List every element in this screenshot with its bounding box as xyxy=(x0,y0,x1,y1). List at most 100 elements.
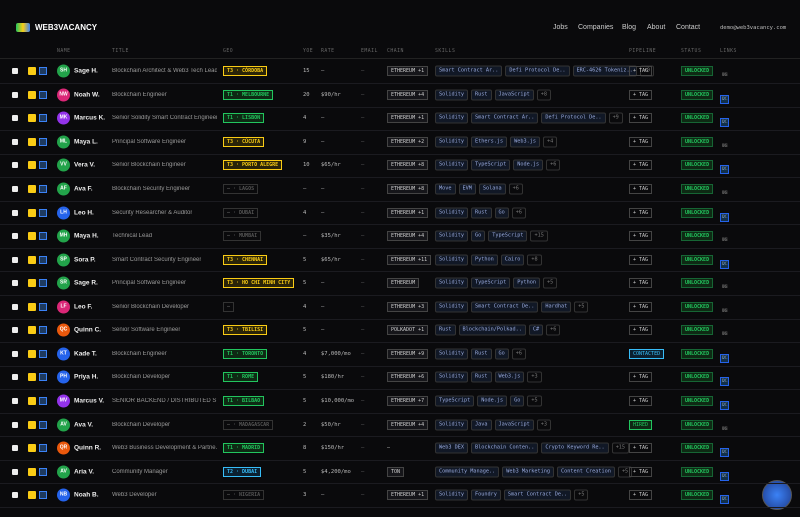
link-icon[interactable]: DC xyxy=(722,332,728,338)
link-icon[interactable]: TG xyxy=(722,191,728,196)
share-button[interactable] xyxy=(39,161,47,170)
link-icon[interactable]: DC xyxy=(720,377,730,387)
candidate-name[interactable]: Sage H. xyxy=(74,67,98,75)
pipeline-tag[interactable]: + TAG xyxy=(629,160,653,171)
share-button[interactable] xyxy=(39,302,47,311)
pipeline-tag[interactable]: + TAG xyxy=(629,278,653,289)
candidate-name[interactable]: Noah B. xyxy=(74,491,99,499)
link-icon[interactable]: IN xyxy=(722,143,728,149)
link-icon[interactable]: DC xyxy=(720,495,730,505)
star-button[interactable] xyxy=(28,302,36,311)
link-icon[interactable]: FC xyxy=(722,379,728,385)
pipeline-tag[interactable]: + TAG xyxy=(629,443,653,454)
star-button[interactable] xyxy=(28,444,36,453)
table-row[interactable]: QR Quinn R. Web3 Business Development & Pa… xyxy=(0,436,800,461)
logo[interactable]: WEB3VACANCY xyxy=(35,23,98,32)
star-button[interactable] xyxy=(28,67,36,76)
link-icon[interactable]: DC xyxy=(720,94,730,104)
link-icon[interactable]: IN xyxy=(722,426,728,432)
link-icon[interactable]: IN xyxy=(722,191,728,196)
link-icon[interactable]: GH xyxy=(722,285,728,291)
link-icon[interactable]: TG xyxy=(722,285,728,291)
pipeline-tag[interactable]: + TAG xyxy=(629,254,653,265)
nav-link[interactable]: Jobs xyxy=(553,24,568,31)
row-checkbox[interactable] xyxy=(12,468,18,475)
link-icon[interactable]: DC xyxy=(722,285,728,291)
link-icon[interactable]: DC xyxy=(720,259,730,269)
star-button[interactable] xyxy=(28,232,36,241)
link-icon[interactable]: FC xyxy=(722,120,728,126)
link-icon[interactable]: GH xyxy=(722,426,728,432)
link-icon[interactable]: DC xyxy=(722,238,728,244)
table-row[interactable]: KT Kade T. Blockchain Engineer T1 · TORONTO… xyxy=(0,342,800,367)
share-button[interactable] xyxy=(39,373,47,382)
candidate-name[interactable]: Marcus K. xyxy=(74,114,106,122)
candidate-name[interactable]: Priya H. xyxy=(74,373,99,381)
table-row[interactable]: SP Sora P. Smart Contract Security Enginee… xyxy=(0,248,800,273)
link-icon[interactable]: FC xyxy=(722,238,728,244)
link-icon[interactable]: TG xyxy=(722,73,728,79)
share-button[interactable] xyxy=(39,279,47,288)
pipeline-tag[interactable]: + TAG xyxy=(629,490,653,501)
row-checkbox[interactable] xyxy=(12,397,18,404)
link-icon[interactable]: FC xyxy=(722,355,728,361)
link-icon[interactable]: FC xyxy=(722,214,728,220)
nav-link[interactable]: Companies xyxy=(578,24,614,31)
candidate-name[interactable]: Noah W. xyxy=(74,91,100,99)
link-icon[interactable]: X xyxy=(723,285,726,291)
share-button[interactable] xyxy=(39,349,47,358)
pipeline-tag[interactable]: + TAG xyxy=(629,301,653,312)
link-icon[interactable]: FC xyxy=(722,143,728,149)
star-button[interactable] xyxy=(28,137,36,146)
table-row[interactable]: VV Vera V. Senior Blockchain Engineer T3 · … xyxy=(0,154,800,179)
link-icon[interactable]: FC xyxy=(722,473,728,479)
share-button[interactable] xyxy=(39,67,47,76)
share-button[interactable] xyxy=(39,232,47,241)
link-icon[interactable]: TG xyxy=(722,332,728,338)
star-button[interactable] xyxy=(28,491,36,500)
table-row[interactable]: MV Marcus V. SENIOR BACKEND / DISTRIBUTED … xyxy=(0,389,800,414)
candidate-name[interactable]: Ava F. xyxy=(74,185,93,193)
candidate-name[interactable]: Leo H. xyxy=(74,209,94,217)
pipeline-tag[interactable]: CONTACTED xyxy=(629,348,665,359)
table-row[interactable]: QC Quinn C. Senior Software Engineer T3 · T… xyxy=(0,319,800,344)
link-icon[interactable]: IN xyxy=(722,308,728,314)
share-button[interactable] xyxy=(39,444,47,453)
table-row[interactable]: AF Ava F. Blockchain Security Engineer — · … xyxy=(0,177,800,202)
row-checkbox[interactable] xyxy=(12,303,18,310)
nav-link[interactable]: About xyxy=(647,24,666,31)
candidate-name[interactable]: Marcus V. xyxy=(74,397,105,405)
chat-button[interactable] xyxy=(762,480,792,510)
star-button[interactable] xyxy=(28,90,36,99)
link-icon[interactable]: IN xyxy=(722,332,728,338)
share-button[interactable] xyxy=(39,185,47,193)
link-icon[interactable]: IN xyxy=(722,285,728,291)
share-button[interactable] xyxy=(39,420,47,429)
link-icon[interactable]: GH xyxy=(722,73,728,79)
table-row[interactable]: NB Noah B. Web3 Developer — · NIGERIA 3 — — ETH… xyxy=(0,483,800,508)
star-button[interactable] xyxy=(28,396,36,405)
link-icon[interactable]: FC xyxy=(722,402,728,408)
table-row[interactable]: MK Marcus K. Senior Solidity Smart Contrac… xyxy=(0,107,800,132)
table-row[interactable]: MH Maya H. Technical Lead — · MUMBAI — $35/hr… xyxy=(0,224,800,249)
star-button[interactable] xyxy=(28,467,36,476)
pipeline-tag[interactable]: HIRED xyxy=(629,419,653,430)
link-icon[interactable]: DC xyxy=(720,353,730,363)
row-checkbox[interactable] xyxy=(12,162,18,169)
candidate-name[interactable]: Leo F. xyxy=(74,303,93,311)
link-icon[interactable]: GH xyxy=(722,191,728,196)
candidate-name[interactable]: Sage R. xyxy=(74,279,98,287)
link-icon[interactable]: GH xyxy=(722,308,728,314)
link-icon[interactable]: FC xyxy=(722,308,728,314)
share-button[interactable] xyxy=(39,90,47,99)
row-checkbox[interactable] xyxy=(12,445,18,452)
row-checkbox[interactable] xyxy=(12,91,18,98)
link-icon[interactable]: X xyxy=(723,191,726,196)
link-icon[interactable]: FC xyxy=(722,167,728,173)
link-icon[interactable]: DC xyxy=(722,143,728,149)
candidate-name[interactable]: Sora P. xyxy=(74,256,96,264)
link-icon[interactable]: FC xyxy=(722,497,728,503)
table-row[interactable]: AV Aria V. Community Manager T2 · DUBAI 5 $4,… xyxy=(0,460,800,485)
link-icon[interactable]: IN xyxy=(722,238,728,244)
pipeline-tag[interactable]: + TAG xyxy=(629,466,653,477)
